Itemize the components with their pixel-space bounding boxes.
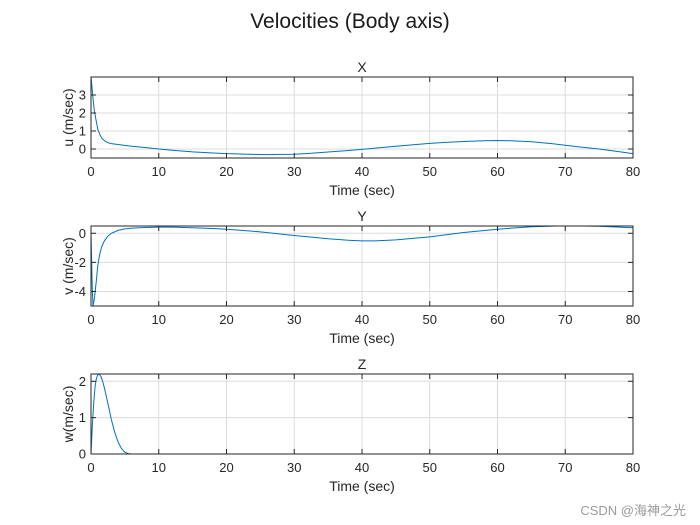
x-tick-label: 40 [355,164,369,179]
subplot-y: 0 10 20 30 40 50 60 70 80 0 -2 -4 Y Time (sec) v (m/se… [60,208,640,346]
series-line [91,374,633,454]
x-tick-label: 80 [626,164,640,179]
figure-title: Velocities (Body axis) [250,10,450,33]
x-axis-label: Time (sec) [329,330,395,346]
x-axis-label: Time (sec) [329,182,395,198]
y-tick-label: 0 [79,226,86,241]
x-tick-label: 30 [287,164,301,179]
y-tick-label: 2 [79,374,86,389]
y-tick-label: 3 [79,88,86,103]
x-tick-label: 70 [558,460,572,475]
subplot-title: Y [357,208,367,224]
y-tick-label: -4 [74,284,86,299]
x-tick-label: 60 [490,312,504,327]
y-axis-label: v (m/sec) [60,237,76,295]
series-line [91,226,633,306]
x-tick-label: 30 [287,460,301,475]
subplot-title: X [357,59,367,75]
x-tick-label: 20 [219,460,233,475]
y-axis-label: u (m/sec) [60,88,76,146]
x-tick-label: 30 [287,312,301,327]
y-tick-label: -2 [74,255,86,270]
x-axis-label: Time (sec) [329,478,395,494]
y-tick-label: 0 [79,142,86,157]
x-tick-label: 10 [152,164,166,179]
x-tick-label: 0 [87,460,94,475]
y-tick-label: 0 [79,447,86,462]
x-tick-label: 10 [152,460,166,475]
x-tick-label: 80 [626,312,640,327]
x-tick-label: 50 [423,164,437,179]
x-tick-label: 0 [87,164,94,179]
x-tick-label: 40 [355,312,369,327]
x-tick-label: 20 [219,164,233,179]
subplot-title: Z [358,356,367,372]
y-axis-label: w(m/sec) [60,386,76,444]
x-tick-label: 80 [626,460,640,475]
x-tick-label: 50 [423,312,437,327]
x-tick-label: 70 [558,164,572,179]
y-tick-label: 2 [79,106,86,121]
x-tick-label: 0 [87,312,94,327]
x-tick-label: 60 [490,460,504,475]
x-tick-label: 40 [355,460,369,475]
x-tick-label: 20 [219,312,233,327]
y-tick-label: 1 [79,124,86,139]
x-tick-label: 60 [490,164,504,179]
subplot-z: 0 10 20 30 40 50 60 70 80 0 1 2 Z Time (sec) w(m/sec) [60,356,640,494]
watermark: CSDN @海神之光 [580,503,686,518]
y-tick-label: 1 [79,410,86,425]
subplot-x: 0 10 20 30 40 50 60 70 80 0 1 2 3 X Time (sec) u (m/sec… [60,59,640,198]
x-tick-label: 10 [152,312,166,327]
x-tick-label: 50 [423,460,437,475]
x-tick-label: 70 [558,312,572,327]
series-line [91,77,633,156]
